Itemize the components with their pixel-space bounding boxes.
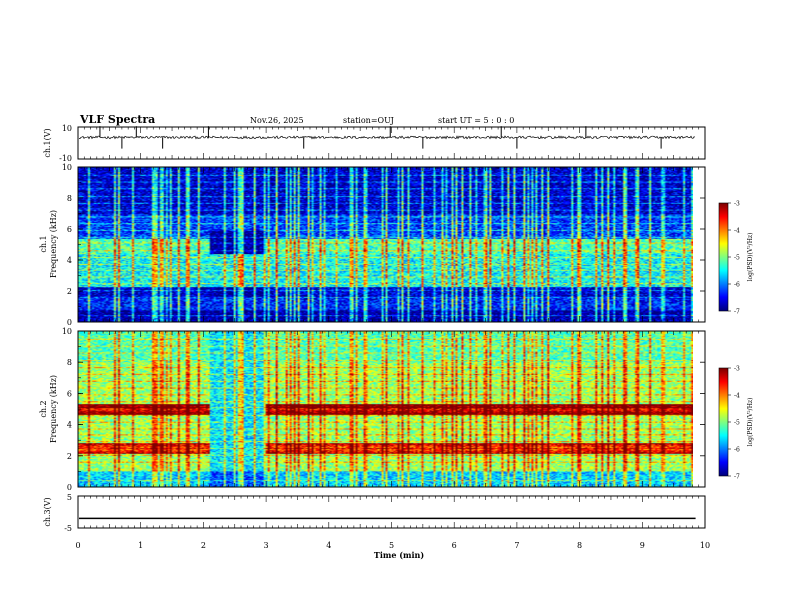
colorbar-tick-label: -5 xyxy=(734,255,740,262)
ch2-freq-label: Frequency (kHz) xyxy=(49,375,58,443)
freq-tick-label: 8 xyxy=(67,194,72,203)
colorbar-tick-label: -4 xyxy=(734,228,740,235)
start-time-label: start UT = 5 : 0 : 0 xyxy=(438,116,514,125)
freq-tick-label: 2 xyxy=(67,452,72,461)
freq-tick-label: 6 xyxy=(67,225,72,234)
freq-tick-label: 2 xyxy=(67,287,72,296)
time-tick-label: 6 xyxy=(452,541,457,550)
ch3-ytick-bottom: -5 xyxy=(64,524,72,533)
time-tick-label: 9 xyxy=(640,541,645,550)
ch2-colorbar-ticks: -3 -4 -5 -6 -7 xyxy=(728,366,740,481)
colorbar-tick-label: -5 xyxy=(734,420,740,427)
time-tick-label: 10 xyxy=(700,541,710,550)
colorbar-tick-label: -7 xyxy=(734,474,740,481)
time-tick-label: 1 xyxy=(138,541,143,550)
colorbar-tick-label: -7 xyxy=(734,309,740,316)
ch2-colorbar xyxy=(719,368,728,476)
ch1-colorbar-ticks: -3 -4 -5 -6 -7 xyxy=(728,201,740,316)
time-tick-label: 7 xyxy=(514,541,519,550)
date-label: Nov.26, 2025 xyxy=(250,116,304,125)
ch1-freq-label: Frequency (kHz) xyxy=(49,210,58,278)
ch3-ylabel: ch.3(V) xyxy=(43,497,52,526)
ch1-waveform-panel: 10 -10 ch.1(V) xyxy=(43,124,706,163)
colorbar-tick-label: -4 xyxy=(734,393,740,400)
ch2-freq-axis: 0 2 4 6 8 10 xyxy=(62,327,705,492)
freq-tick-label: 10 xyxy=(62,163,72,172)
time-tick-label: 3 xyxy=(264,541,269,550)
colorbar-tick-label: -6 xyxy=(734,282,740,289)
ch1-trace-line xyxy=(79,135,696,140)
freq-tick-label: 4 xyxy=(67,256,72,265)
ch1-channel-label: ch.1 xyxy=(39,235,48,252)
time-tick-label: 8 xyxy=(577,541,582,550)
freq-tick-label: 4 xyxy=(67,421,72,430)
freq-tick-label: 8 xyxy=(67,358,72,367)
ch3-waveform-panel: 5 -5 ch.3(V) xyxy=(43,493,706,533)
freq-tick-label: 10 xyxy=(62,327,72,336)
ch2-colorbar-label: log(PSD)(V²/Hz) xyxy=(747,398,754,447)
ch1-spikes xyxy=(99,126,662,149)
time-tick-label: 2 xyxy=(201,541,206,550)
colorbar-tick-label: -3 xyxy=(734,201,740,208)
ch1-colorbar-label: log(PSD)(V²/Hz) xyxy=(747,233,754,282)
freq-tick-label: 6 xyxy=(67,389,72,398)
colorbar-tick-label: -6 xyxy=(734,447,740,454)
freq-tick-label: 0 xyxy=(67,483,72,492)
figure-title: VLF Spectra xyxy=(79,113,155,126)
time-axis-ticks: 0 1 2 3 4 5 6 7 8 9 10 xyxy=(75,127,710,550)
ch2-channel-label: ch.2 xyxy=(39,400,48,417)
freq-tick-label: 0 xyxy=(67,318,72,327)
time-axis-label: Time (min) xyxy=(374,550,424,560)
ch1-spectrogram-image xyxy=(78,167,693,322)
ch1-ytick-top: 10 xyxy=(62,124,72,133)
ch2-spectrogram-image xyxy=(78,331,693,487)
station-label: station=OUJ xyxy=(343,116,394,125)
ch1-ytick-bottom: -10 xyxy=(59,154,72,163)
ch1-ylabel: ch.1(V) xyxy=(43,128,52,157)
time-tick-label: 0 xyxy=(75,541,80,550)
ch3-ytick-top: 5 xyxy=(67,493,72,502)
colorbar-tick-label: -3 xyxy=(734,366,740,373)
ch1-freq-axis: 0 2 4 6 8 10 xyxy=(62,163,705,327)
time-tick-label: 4 xyxy=(326,541,331,550)
ch1-colorbar xyxy=(719,203,728,311)
time-tick-label: 5 xyxy=(389,541,394,550)
